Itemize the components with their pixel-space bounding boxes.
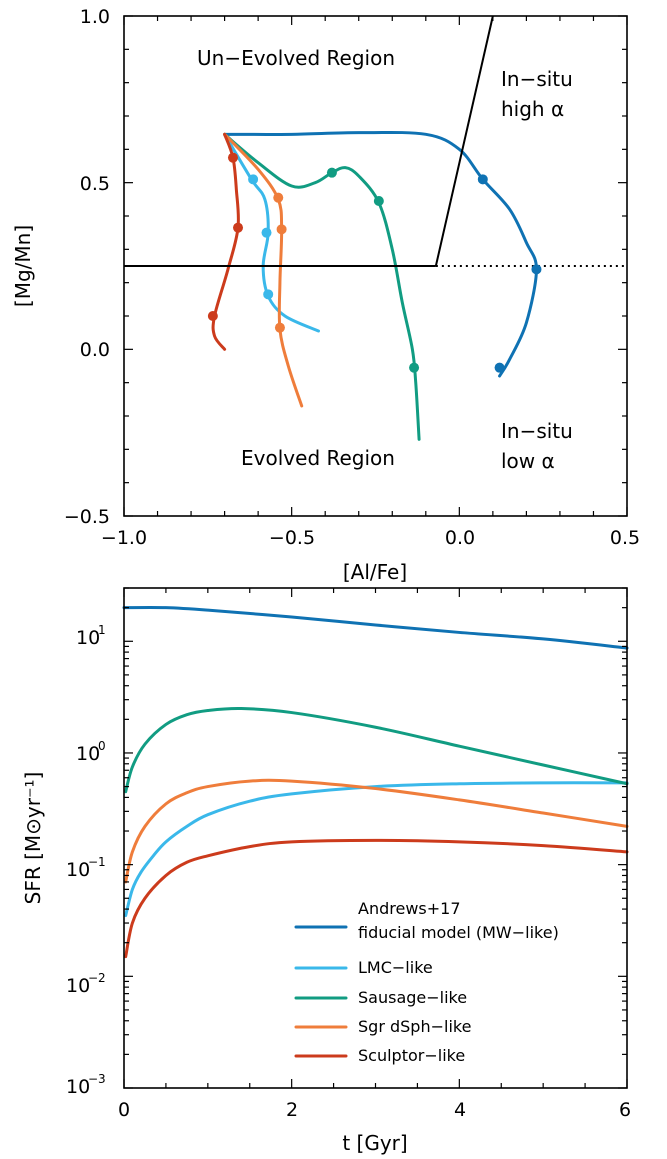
legend-label-mw-line1: Andrews+17: [358, 899, 461, 918]
svg-text:−3: −3: [88, 1072, 106, 1086]
top-marker-lmc: [248, 174, 259, 185]
top-series-mw-line: [223, 130, 538, 378]
top-ytick-label: 0.0: [80, 339, 110, 361]
evolved-region-label: Evolved Region: [241, 446, 395, 470]
svg-text:0: 0: [98, 739, 106, 753]
top-ytick-label: 1.0: [80, 6, 110, 28]
legend-label-sausage: Sausage−like: [358, 988, 467, 1007]
unevolved-region-label: Un−Evolved Region: [197, 46, 395, 70]
top-marker-lmc: [263, 289, 274, 300]
bottom-ytick-label: 100: [76, 739, 106, 765]
top-plot-frame: [123, 15, 628, 517]
top-marker-sgr: [276, 224, 287, 235]
top-ticks: [123, 15, 628, 517]
top-marker-sausage: [326, 167, 337, 178]
legend-label-lmc: LMC−like: [358, 958, 433, 977]
bottom-x-axis-label: t [Gyr]: [342, 1131, 407, 1155]
top-boundaries: [124, 15, 627, 267]
svg-text:10: 10: [76, 627, 100, 649]
top-marker-mw: [531, 264, 542, 275]
top-ytick-label: 0.5: [80, 173, 110, 195]
top-marker-mw: [494, 362, 505, 373]
top-marker-sculptor: [227, 152, 238, 163]
top-panel: −1.0 −0.5 0.0 0.5 −0.5 0.0 0.5 1.0 [Al/F…: [11, 6, 640, 584]
top-marker-sculptor: [233, 222, 244, 233]
bottom-ticks: [123, 587, 628, 1089]
insitu-low-label-line2: low α: [501, 449, 555, 473]
svg-text:10: 10: [66, 975, 90, 997]
bottom-series-sausage-line: [124, 706, 629, 794]
svg-text:1: 1: [98, 623, 106, 637]
bottom-ytick-label: 10−2: [66, 971, 106, 997]
top-series-sgr-line: [223, 132, 304, 408]
top-series-sausage-line: [223, 132, 421, 441]
bottom-xtick-label: 2: [286, 1099, 298, 1121]
legend-label-sculptor: Sculptor−like: [358, 1046, 465, 1065]
top-marker-mw: [477, 174, 488, 185]
bottom-ytick-label: 10−1: [66, 855, 106, 881]
top-markers: [207, 152, 542, 373]
bottom-plot-frame: [123, 587, 628, 1089]
bottom-series-lmc-line: [124, 781, 629, 918]
legend-label-sgr: Sgr dSph−like: [358, 1017, 471, 1036]
bottom-y-axis-label: SFR [M⊙yr⁻¹]: [21, 772, 45, 905]
top-marker-sculptor: [207, 311, 218, 321]
bottom-series-mw-line: [122, 605, 629, 650]
top-curves: [211, 130, 538, 441]
bottom-xtick-label: 0: [118, 1099, 130, 1121]
top-marker-sausage: [409, 362, 420, 373]
insitu-low-label-line1: In−situ: [501, 419, 573, 443]
bottom-ytick-label: 101: [76, 623, 106, 649]
top-ytick-label: −0.5: [64, 506, 110, 528]
top-xtick-label: −0.5: [269, 527, 315, 549]
svg-text:10: 10: [66, 859, 90, 881]
svg-text:10: 10: [76, 743, 100, 765]
top-x-axis-label: [Al/Fe]: [343, 560, 407, 584]
bottom-series-sculptor-line: [124, 838, 629, 959]
legend-label-mw-line2: fiducial model (MW−like): [358, 923, 559, 942]
top-marker-lmc: [261, 227, 272, 238]
insitu-high-label-line2: high α: [501, 97, 564, 121]
bottom-series-sgr-line: [124, 778, 629, 884]
top-marker-sgr: [273, 192, 284, 203]
svg-text:10: 10: [66, 1076, 90, 1098]
svg-text:−2: −2: [88, 971, 106, 985]
top-xtick-label: 0.0: [445, 527, 475, 549]
top-y-axis-label: [Mg/Mn]: [11, 225, 35, 307]
top-marker-sgr: [274, 322, 285, 333]
top-xtick-label: 0.5: [610, 527, 640, 549]
bottom-ytick-label: 10−3: [66, 1072, 106, 1098]
boundary-diagonal-line: [434, 15, 494, 267]
svg-text:−1: −1: [88, 855, 106, 869]
top-xtick-label: −1.0: [101, 527, 147, 549]
bottom-xtick-label: 6: [619, 1099, 631, 1121]
top-marker-sausage: [373, 196, 384, 206]
legend: Andrews+17 fiducial model (MW−like) LMC−…: [294, 899, 559, 1065]
insitu-high-label-line1: In−situ: [501, 67, 573, 91]
bottom-panel: 0 2 4 6 101 100 10−1 10−2 10−3 t [Gyr] S…: [21, 587, 631, 1155]
bottom-xtick-label: 4: [454, 1099, 466, 1121]
bottom-curves: [122, 605, 629, 959]
